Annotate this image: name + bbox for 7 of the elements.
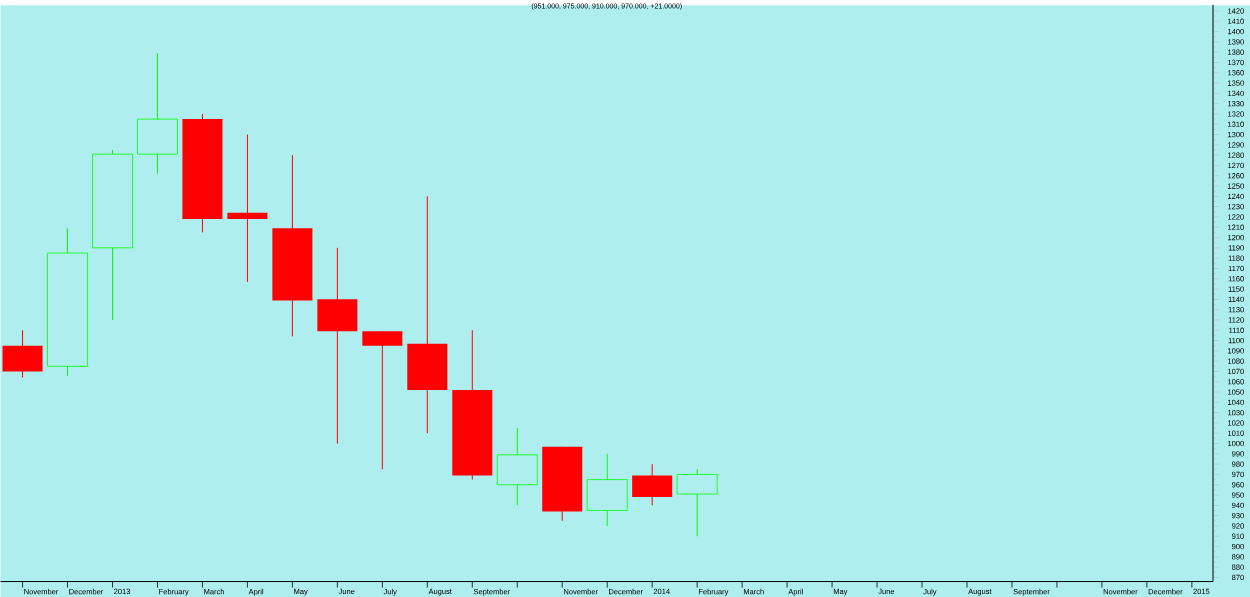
- candlestick: [137, 52, 178, 175]
- candlestick: [47, 227, 88, 377]
- candlestick: [496, 427, 538, 506]
- candlestick: [586, 453, 628, 527]
- candlestick: [676, 468, 718, 537]
- candlestick: [362, 330, 403, 470]
- candlestick: [227, 134, 268, 283]
